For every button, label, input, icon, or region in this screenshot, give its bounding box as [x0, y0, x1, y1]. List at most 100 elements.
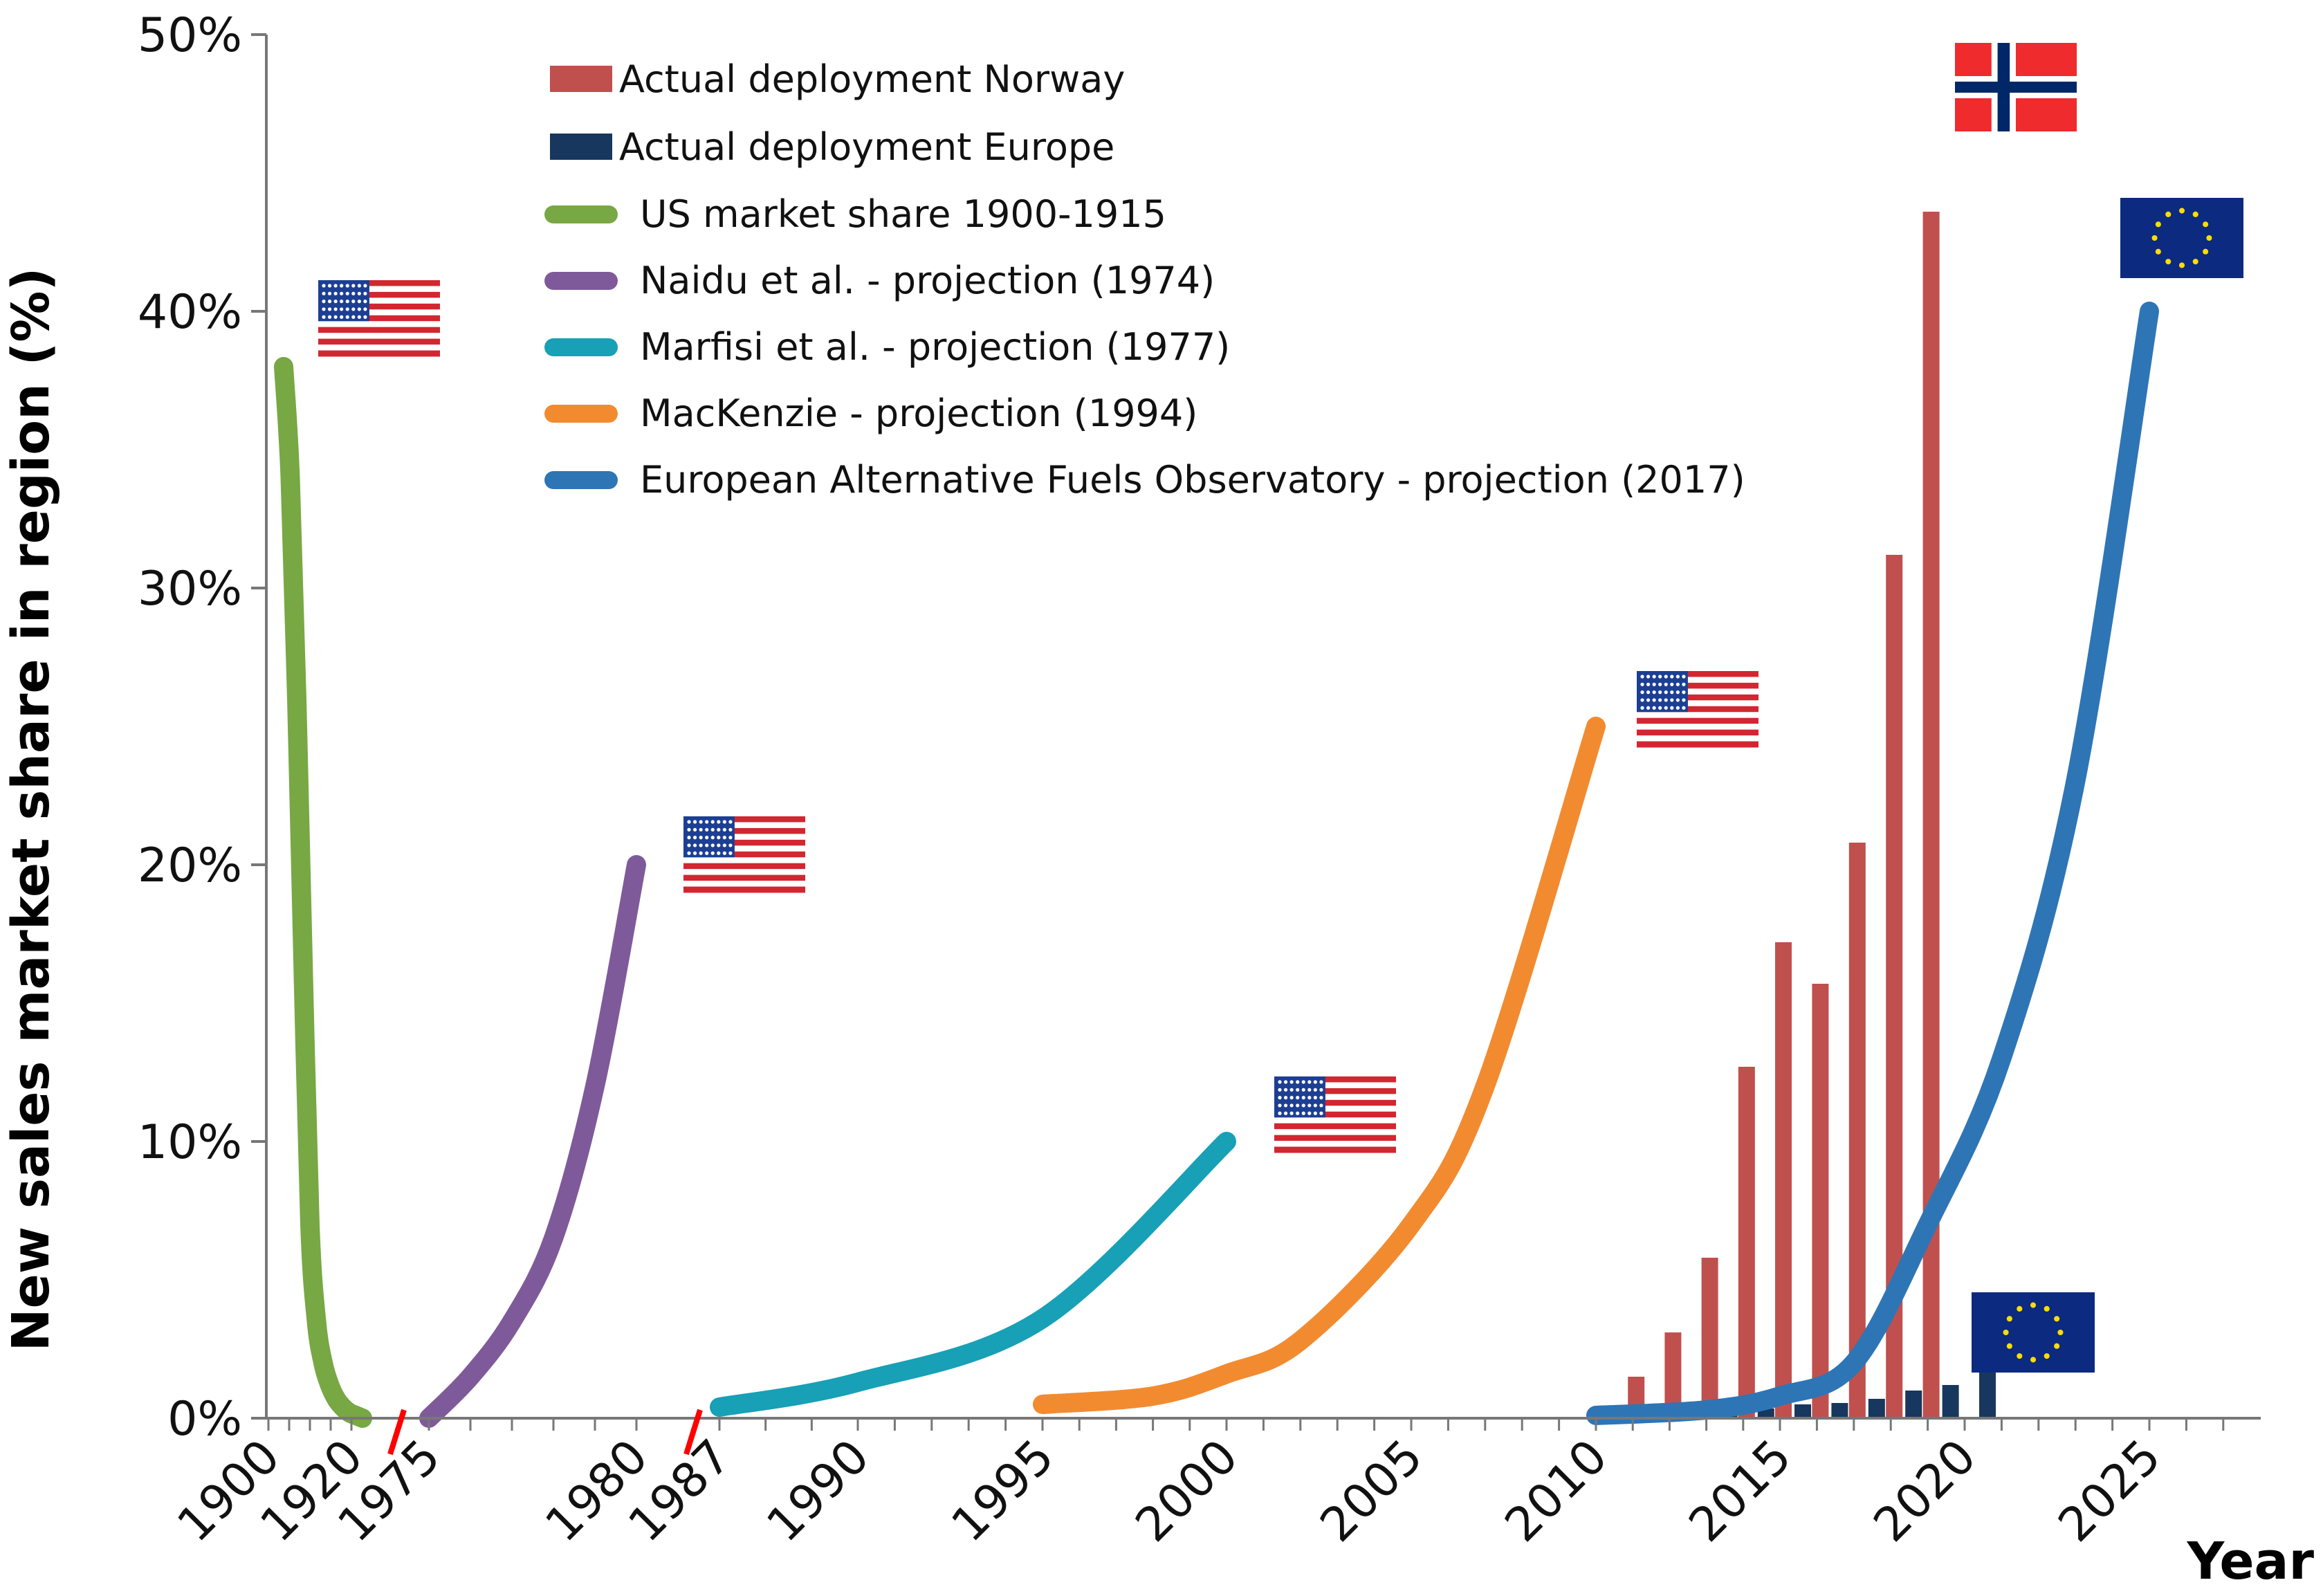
flag-star — [1283, 1096, 1288, 1100]
flag-star — [1289, 1111, 1294, 1115]
flag-star — [722, 827, 726, 832]
flag-stripe — [683, 874, 805, 881]
flag-star — [357, 307, 361, 311]
flag-star — [1301, 1096, 1305, 1100]
flag-cross-blue-h — [1955, 82, 2077, 93]
flag-star — [340, 291, 344, 295]
flag-star — [1296, 1103, 1300, 1108]
flag-star — [728, 836, 733, 840]
x-axis-label: Year — [2187, 1532, 2315, 1591]
flag-star — [1682, 690, 1686, 695]
mackenzie-projection-line — [1033, 717, 1606, 1414]
flag-stripe — [683, 851, 805, 858]
flag-star — [722, 820, 726, 824]
flag-stripe — [1274, 1099, 1396, 1106]
europe-bar — [1868, 1399, 1885, 1418]
y-tick-label: 40% — [138, 285, 242, 340]
legend-item: MacKenzie - projection (1994) — [544, 392, 1197, 435]
flag-stripe — [318, 345, 440, 351]
flag-canton — [1274, 1076, 1325, 1118]
flag-star — [1675, 675, 1680, 679]
flag-star — [340, 284, 344, 288]
flag-star — [1670, 690, 1674, 695]
flag-star — [333, 315, 338, 319]
flag-star — [1652, 675, 1656, 679]
flag-star — [322, 300, 326, 304]
europe-bar — [1905, 1391, 1922, 1418]
flag-star — [327, 291, 332, 295]
flag-star — [1278, 1096, 1282, 1100]
flag-canton — [318, 280, 369, 322]
flag-stripe — [683, 827, 805, 834]
flag-star — [2206, 235, 2212, 241]
flag-star — [2054, 1316, 2060, 1322]
flag-star — [699, 851, 703, 855]
legend-label: European Alternative Fuels Observatory -… — [640, 458, 1745, 502]
flag-star — [728, 820, 733, 824]
flag-star — [722, 851, 726, 855]
flag-star — [1313, 1096, 1317, 1100]
legend-swatch — [550, 66, 612, 92]
flag-star — [345, 307, 349, 311]
flag-stripe — [683, 839, 805, 846]
legend-item: European Alternative Fuels Observatory -… — [544, 458, 1745, 502]
flag-star — [2165, 211, 2172, 217]
flag-star — [345, 315, 349, 319]
flag-star — [1640, 682, 1644, 686]
flag-star — [687, 851, 691, 855]
x-tick-label: 1995 — [942, 1429, 1065, 1552]
flag-stripe — [1274, 1135, 1396, 1141]
flag-stripe — [683, 845, 805, 852]
flag-star — [1652, 706, 1656, 710]
flag-star — [1652, 698, 1656, 702]
flag-stripe — [683, 857, 805, 864]
flag-stripe — [318, 297, 440, 304]
flag-star — [1652, 682, 1656, 686]
eafo-projection-line — [1586, 302, 2159, 1425]
flag-star — [1670, 682, 1674, 686]
flag-stripe — [1274, 1129, 1396, 1136]
flag-star — [1646, 682, 1651, 686]
flag-star — [1646, 675, 1651, 679]
flag-star — [2030, 1302, 2037, 1308]
flag-stripe — [318, 280, 440, 286]
flag-star — [1278, 1111, 1282, 1115]
y-tick-label: 20% — [138, 838, 242, 893]
flag-star — [2155, 248, 2161, 255]
us-flag-icon — [1274, 1076, 1396, 1153]
flag-star — [1664, 698, 1668, 702]
flag-star — [2057, 1329, 2064, 1336]
flag-star — [333, 291, 338, 295]
flag-star — [1652, 690, 1656, 695]
flag-star — [1278, 1103, 1282, 1108]
flag-star — [1682, 682, 1686, 686]
flag-star — [1682, 675, 1686, 679]
flag-star — [357, 300, 361, 304]
flag-star — [1682, 698, 1686, 702]
flag-stripe — [683, 834, 805, 841]
flag-star — [1313, 1111, 1317, 1115]
marfisi-projection-line — [710, 1132, 1236, 1417]
flag-stripe — [318, 309, 440, 316]
flag-stripe — [1274, 1094, 1396, 1101]
flag-star — [327, 284, 332, 288]
flag-stripe — [1274, 1106, 1396, 1112]
flag-star — [2192, 259, 2198, 265]
flag-stripe — [1637, 671, 1759, 677]
flag-star — [322, 291, 326, 295]
flag-star — [699, 820, 703, 824]
flag-star — [363, 300, 367, 304]
norway-bar — [1738, 1067, 1755, 1418]
x-tick-label: 2025 — [2048, 1429, 2172, 1552]
flag-star — [1670, 675, 1674, 679]
flag-stripe — [683, 869, 805, 876]
flag-star — [351, 291, 356, 295]
flag-star — [2155, 221, 2161, 228]
y-tick-label: 30% — [138, 562, 242, 616]
flag-stripe — [318, 350, 440, 357]
norway-bar — [1812, 984, 1829, 1418]
flag-star — [1289, 1096, 1294, 1100]
axis-break-marker — [683, 1409, 703, 1456]
flag-stripe — [1637, 741, 1759, 748]
